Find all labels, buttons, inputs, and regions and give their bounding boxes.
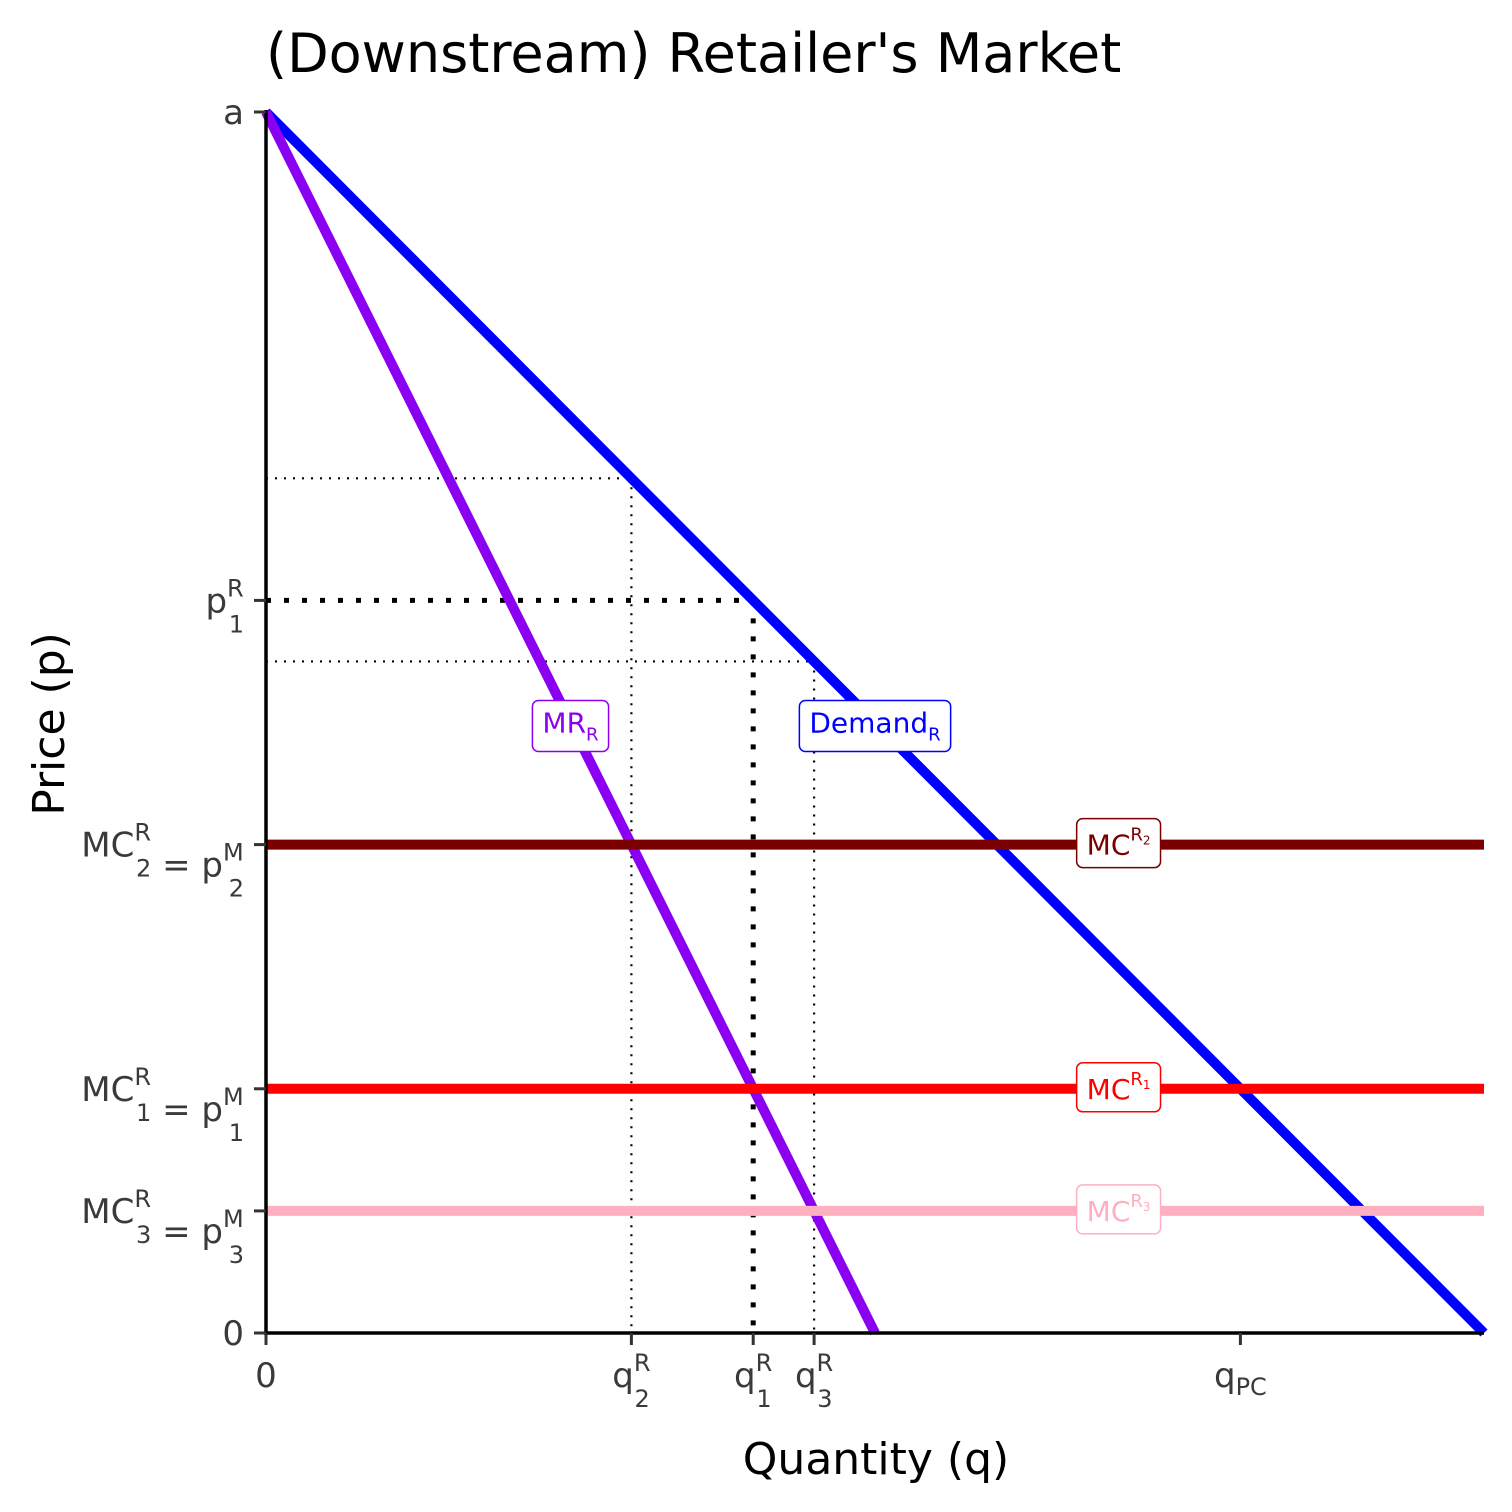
x-tick-base: 0 — [255, 1356, 277, 1396]
x-tick-sup: R — [756, 1349, 773, 1377]
y-tick-sup: R — [134, 819, 151, 847]
y-tick-sub: 1 — [229, 610, 244, 638]
series-label-mc2: MCR2 — [1075, 817, 1162, 869]
x-tick-sup: R — [817, 1349, 834, 1377]
y-tick-label: MCR 1 = pM 1 — [81, 1063, 244, 1147]
x-tick-label: qPC — [1214, 1356, 1267, 1401]
y-tick-sub: 3 — [136, 1221, 151, 1249]
y-tick-sub: 2 — [229, 875, 244, 903]
svg-text:MRR: MRR — [542, 707, 598, 746]
y-tick-sup: R — [227, 574, 244, 602]
y-tick-label: 0 — [222, 1314, 244, 1354]
axes — [264, 110, 1484, 1335]
chart-title: (Downstream) Retailer's Market — [266, 22, 1121, 85]
x-tick-sub: 3 — [817, 1385, 832, 1413]
series-label-mr: MRR — [531, 699, 610, 753]
series-label-base: MC — [1087, 1195, 1131, 1228]
series-label-supsub: 1 — [1143, 1078, 1151, 1092]
y-tick-sup: R — [134, 1063, 151, 1091]
y-tick-sub: 3 — [229, 1241, 244, 1269]
x-tick-sub: 1 — [756, 1385, 771, 1413]
x-tick-sub: PC — [1236, 1373, 1267, 1401]
y-tick-sup: M — [223, 839, 244, 867]
y-tick-base: = p — [151, 1090, 223, 1130]
y-tick-base: 0 — [222, 1314, 244, 1354]
y-tick-base: MC — [81, 1192, 134, 1232]
series-label-sub: R — [928, 725, 941, 746]
series-label-sup: R — [1130, 825, 1143, 846]
series-label-base: MR — [542, 707, 586, 740]
y-tick-label: MCR 2 = pM 2 — [81, 819, 244, 903]
y-tick-base: p — [205, 581, 227, 621]
x-tick-label: qR 1 — [734, 1349, 772, 1413]
y-tick-sup: M — [223, 1083, 244, 1111]
y-tick-label: pR 1 — [205, 574, 244, 638]
y-tick-sub: 1 — [229, 1119, 244, 1147]
guides — [266, 477, 816, 1333]
x-axis-title: Quantity (q) — [743, 1434, 1009, 1485]
y-axis-title: Price (p) — [24, 632, 75, 816]
x-tick-label: qR 2 — [612, 1349, 650, 1413]
x-tick-sub: 2 — [635, 1385, 650, 1413]
x-tick-base: q — [795, 1356, 817, 1396]
y-tick-label: MCR 3 = pM 3 — [81, 1185, 244, 1269]
series-label-mc3: MCR3 — [1075, 1184, 1162, 1235]
x-tick-base: q — [612, 1356, 634, 1396]
series-label-sup: R — [1130, 1191, 1143, 1212]
svg-text:MCR1: MCR1 — [1087, 1069, 1151, 1106]
x-tick-label: qR 3 — [795, 1349, 833, 1413]
series-label-sup: R — [1130, 1069, 1143, 1090]
svg-text:MCR2: MCR2 — [1087, 825, 1151, 862]
y-tick-base: = p — [151, 846, 223, 886]
series-label-supsub: 3 — [1143, 1200, 1151, 1214]
x-tick-sup: R — [634, 1349, 651, 1377]
y-tick-sup: R — [134, 1185, 151, 1213]
y-tick-sup: M — [223, 1205, 244, 1233]
svg-text:MCR3: MCR3 — [1087, 1191, 1151, 1228]
series-label-demand: DemandR — [798, 699, 952, 753]
series-label-base: MC — [1087, 1073, 1131, 1106]
x-tick-label: 0 — [255, 1356, 277, 1396]
y-tick-label: a — [223, 93, 244, 133]
series-label-sub: R — [586, 725, 599, 746]
series-label-mc1: MCR1 — [1075, 1062, 1162, 1113]
y-tick-base: MC — [81, 826, 134, 866]
series-label-base: MC — [1087, 829, 1131, 862]
y-tick-base: MC — [81, 1070, 134, 1110]
y-tick-sub: 2 — [136, 855, 151, 883]
y-tick-base: a — [223, 93, 244, 133]
y-tick-sub: 1 — [136, 1099, 151, 1127]
x-tick-base: q — [1214, 1356, 1236, 1396]
y-tick-base: = p — [151, 1212, 223, 1252]
series-label-supsub: 2 — [1143, 834, 1151, 848]
svg-text:DemandR: DemandR — [809, 707, 940, 746]
series-label-base: Demand — [809, 707, 928, 740]
x-tick-base: q — [734, 1356, 756, 1396]
